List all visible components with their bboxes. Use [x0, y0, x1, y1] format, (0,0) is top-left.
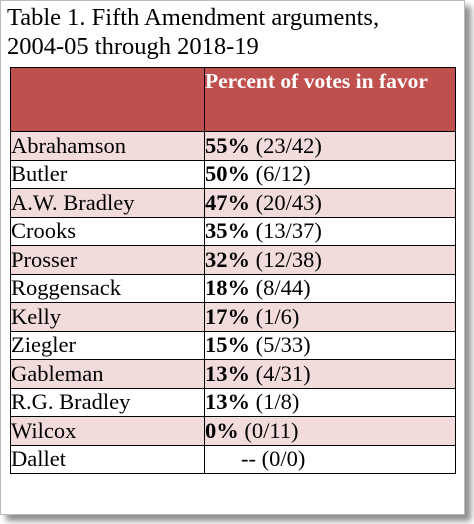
table-figure: Table 1. Fifth Amendment arguments, 2004… [0, 0, 465, 515]
vote-percent-cell: 0% (0/11) [204, 416, 456, 446]
table-row: R.G. Bradley 13% (1/8) [10, 387, 456, 417]
vote-count: (20/43) [255, 189, 322, 215]
vote-percent: 47% [205, 189, 250, 215]
vote-percent-cell: 13% (4/31) [204, 359, 456, 389]
vote-percent-cell: 18% (8/44) [204, 273, 456, 303]
vote-count: (0/11) [244, 417, 299, 443]
table-row: Prosser 32% (12/38) [10, 245, 456, 275]
header-percent-cell: Percent of votes in favor [204, 67, 456, 132]
vote-percent-cell: 50% (6/12) [204, 159, 456, 189]
vote-percent: 0% [205, 417, 239, 443]
table-row: Abrahamson 55% (23/42) [10, 131, 456, 161]
title-line-2: 2004-05 through 2018-19 [7, 33, 259, 60]
table-row: Roggensack 18% (8/44) [10, 273, 456, 303]
table-row: Butler 50% (6/12) [10, 159, 456, 189]
table-row: A.W. Bradley 47% (20/43) [10, 188, 456, 218]
vote-percent-cell: -- (0/0) [204, 444, 456, 474]
table-row: Ziegler 15% (5/33) [10, 330, 456, 360]
vote-percent: -- [241, 446, 256, 472]
justice-name-cell: Butler [10, 159, 205, 189]
table-title: Table 1. Fifth Amendment arguments, 2004… [7, 3, 459, 61]
vote-percent: 32% [205, 246, 250, 272]
vote-percent: 15% [205, 332, 250, 358]
vote-count: (1/8) [255, 389, 300, 415]
vote-count: (13/37) [255, 218, 322, 244]
vote-percent-cell: 35% (13/37) [204, 216, 456, 246]
table-row: Wilcox 0% (0/11) [10, 416, 456, 446]
justice-name-cell: Wilcox [10, 416, 205, 446]
justice-name-cell: Roggensack [10, 273, 205, 303]
vote-percent: 13% [205, 360, 250, 386]
vote-count: (0/0) [261, 446, 306, 472]
justice-name-cell: A.W. Bradley [10, 188, 205, 218]
justice-name-cell: Abrahamson [10, 131, 205, 161]
vote-count: (12/38) [255, 246, 322, 272]
vote-percent-cell: 47% (20/43) [204, 188, 456, 218]
justice-name-cell: Gableman [10, 359, 205, 389]
justice-name-cell: Prosser [10, 245, 205, 275]
vote-percent-cell: 17% (1/6) [204, 302, 456, 332]
vote-count: (8/44) [255, 275, 311, 301]
table-row: Dallet -- (0/0) [10, 444, 456, 474]
justice-name-cell: R.G. Bradley [10, 387, 205, 417]
vote-count: (6/12) [255, 161, 311, 187]
vote-percent: 55% [205, 132, 250, 158]
header-row: Percent of votes in favor [10, 67, 456, 132]
justice-name-cell: Dallet [10, 444, 205, 474]
vote-count: (1/6) [255, 303, 300, 329]
vote-percent: 18% [205, 275, 250, 301]
vote-count: (4/31) [255, 360, 311, 386]
vote-percent-cell: 55% (23/42) [204, 131, 456, 161]
vote-percent-cell: 15% (5/33) [204, 330, 456, 360]
title-line-1: Table 1. Fifth Amendment arguments, [7, 4, 380, 31]
justice-name-cell: Kelly [10, 302, 205, 332]
justice-name-cell: Crooks [10, 216, 205, 246]
vote-count: (23/42) [255, 132, 322, 158]
header-justice-cell [10, 67, 205, 132]
table-row: Crooks 35% (13/37) [10, 216, 456, 246]
justice-name-cell: Ziegler [10, 330, 205, 360]
vote-percent-cell: 32% (12/38) [204, 245, 456, 275]
vote-percent: 13% [205, 389, 250, 415]
vote-count: (5/33) [255, 332, 311, 358]
results-table: Percent of votes in favor Abrahamson 55% … [10, 67, 456, 474]
vote-percent: 17% [205, 303, 250, 329]
table-row: Gableman 13% (4/31) [10, 359, 456, 389]
vote-percent-cell: 13% (1/8) [204, 387, 456, 417]
vote-percent: 35% [205, 218, 250, 244]
vote-percent: 50% [205, 161, 250, 187]
table-body: Abrahamson 55% (23/42) Butler 50% (6/12) A.W… [10, 131, 456, 474]
table-row: Kelly 17% (1/6) [10, 302, 456, 332]
